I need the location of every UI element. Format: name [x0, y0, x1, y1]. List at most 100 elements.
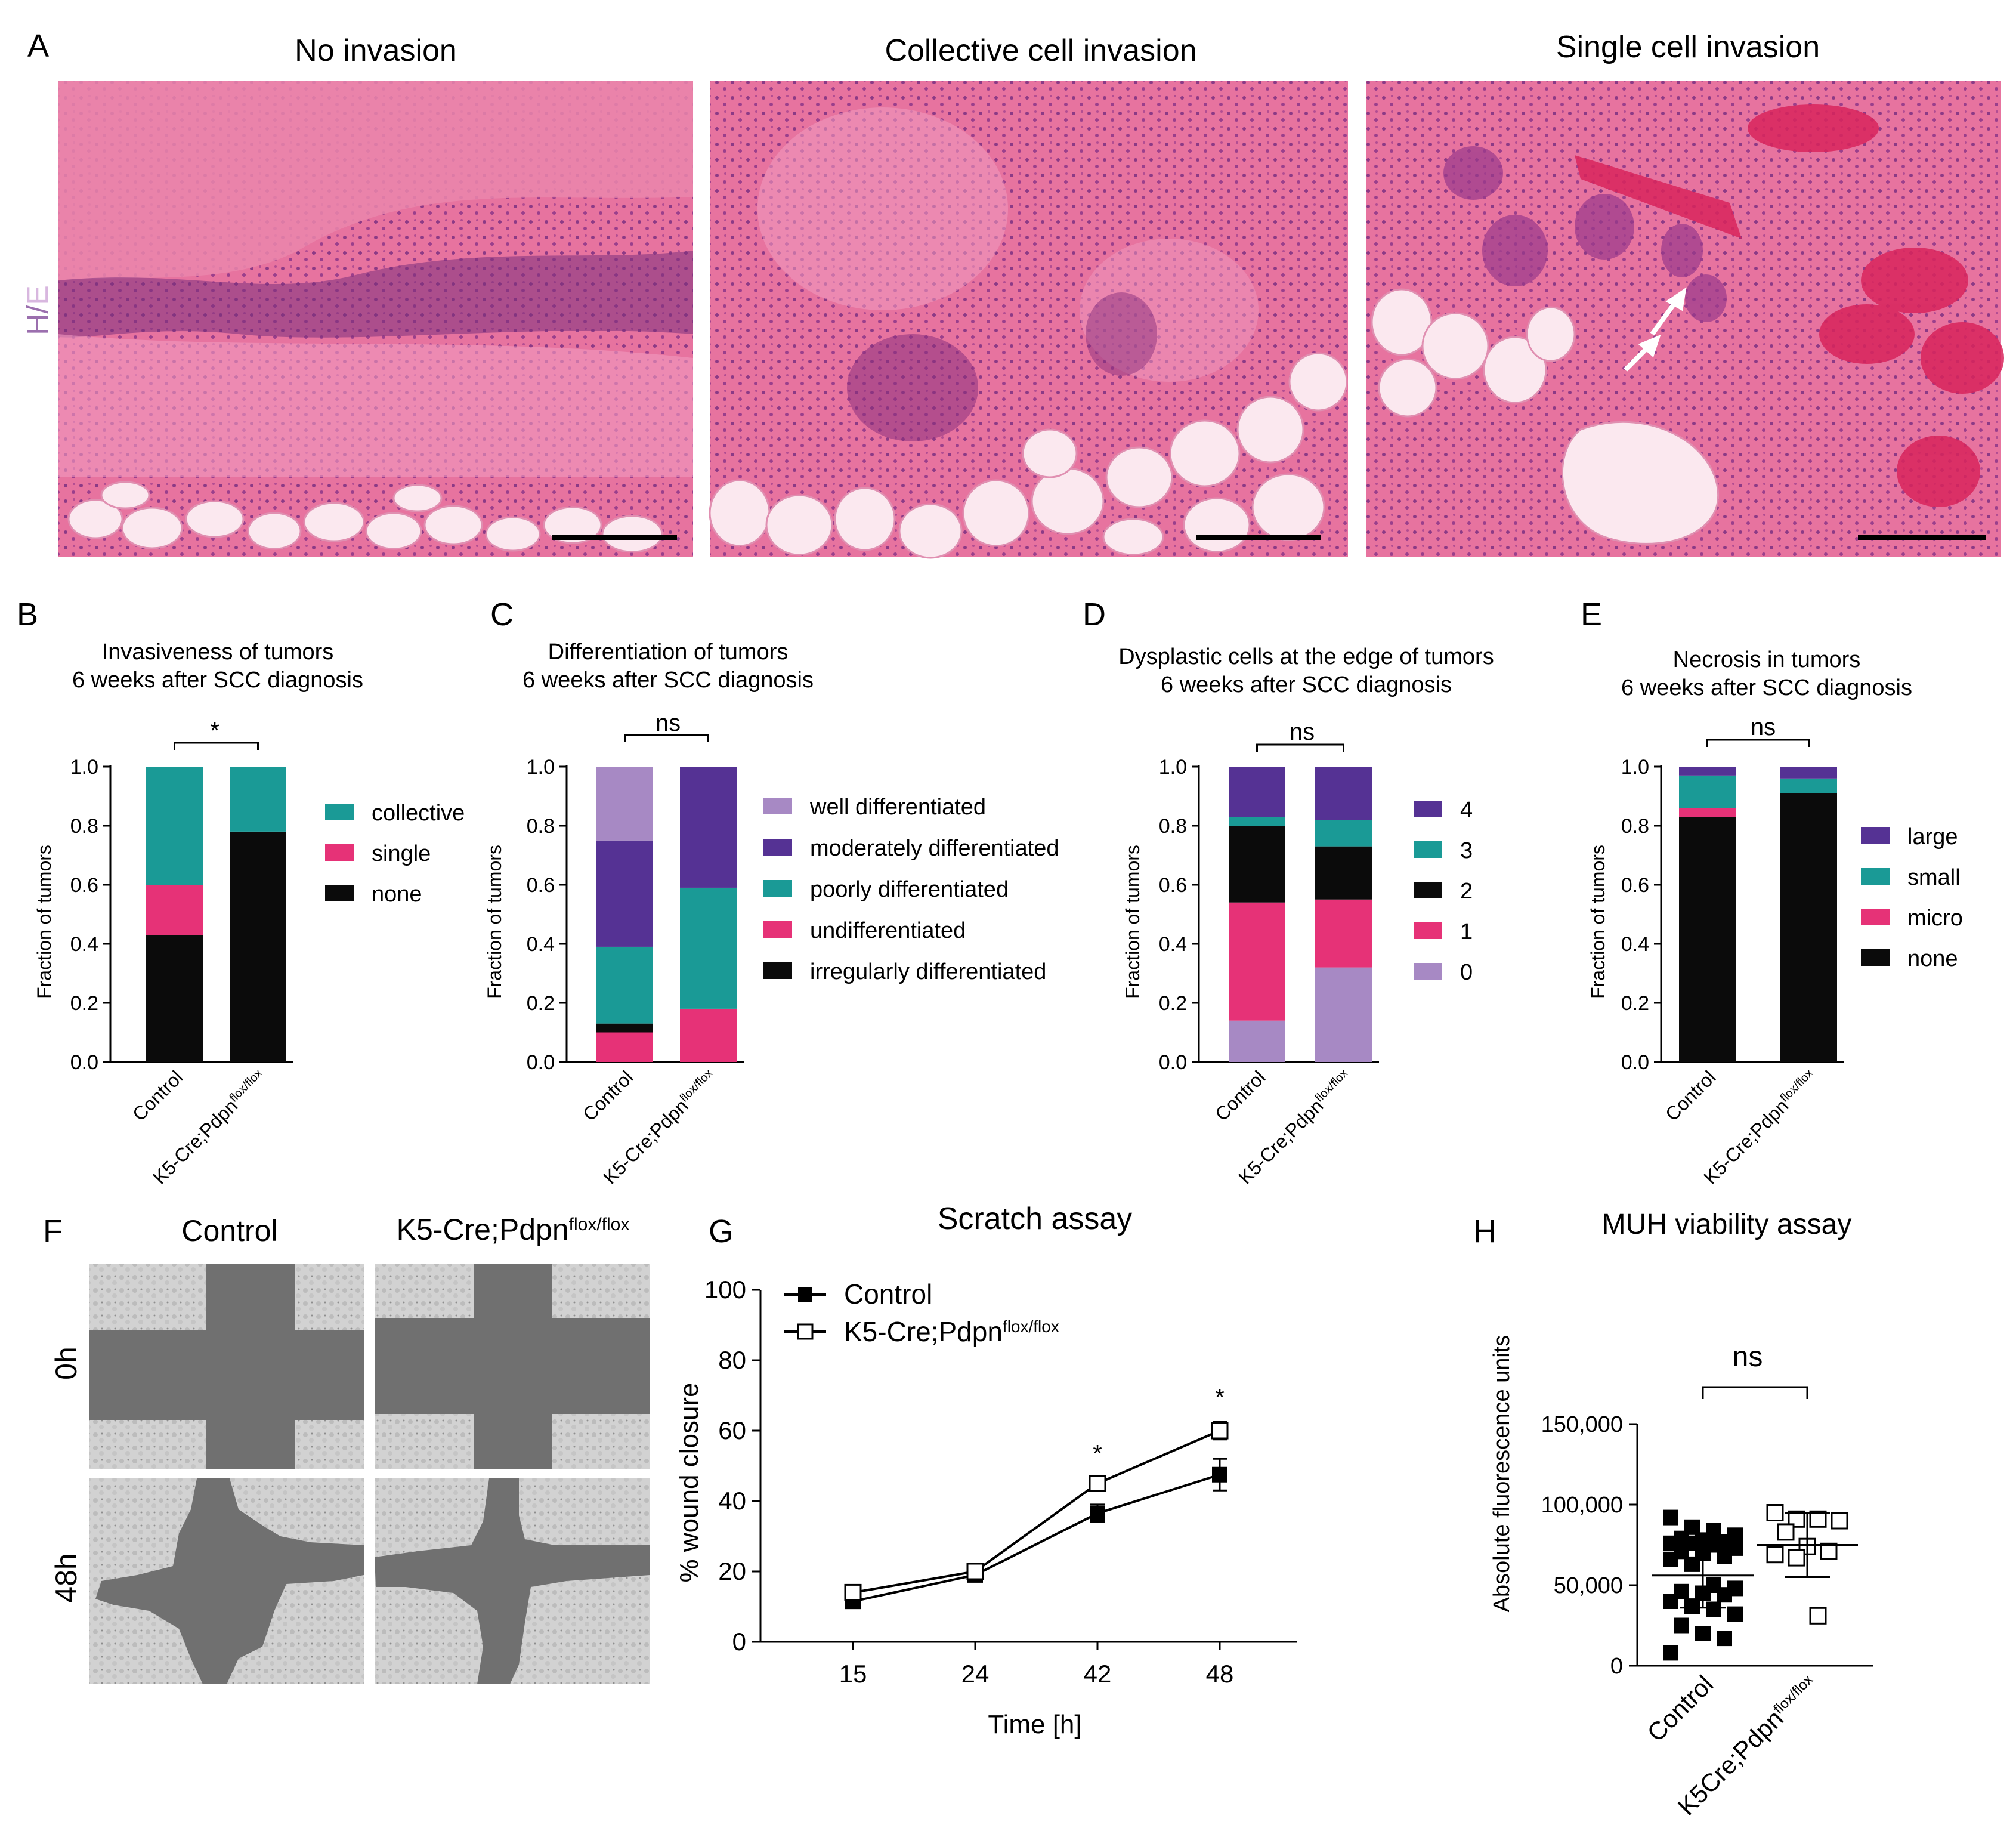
- y-tick-label: 0.6: [1159, 874, 1187, 897]
- y-tick-label: 0.4: [1621, 933, 1649, 956]
- bar-segment: [1315, 846, 1372, 900]
- legend-marker-k5cre: [797, 1323, 814, 1340]
- data-point-k5cre: [1211, 1422, 1229, 1440]
- bar-segment: [230, 831, 286, 1062]
- chart-title-line2: 6 weeks after SCC diagnosis: [1621, 675, 1912, 700]
- y-axis-label: Absolute fluorescence units: [1489, 1335, 1514, 1613]
- y-axis-label: Fraction of tumors: [1122, 845, 1143, 999]
- legend-label: small: [1907, 865, 1961, 890]
- image-title-single: Single cell invasion: [1556, 30, 1820, 64]
- data-point-control: [1727, 1606, 1743, 1622]
- chart-title-line2: 6 weeks after SCC diagnosis: [1161, 672, 1452, 697]
- bar-segment: [596, 840, 653, 947]
- y-tick-label: 0.4: [527, 933, 555, 956]
- legend-swatch: [763, 921, 792, 938]
- y-tick-label: 80: [718, 1346, 746, 1374]
- y-axis-label: Fraction of tumors: [1587, 845, 1609, 999]
- y-tick-label: 150,000: [1541, 1412, 1623, 1437]
- series-line-control: [852, 1473, 1220, 1603]
- chart-title-line2: 6 weeks after SCC diagnosis: [522, 668, 814, 693]
- bar-segment: [1229, 1020, 1285, 1062]
- legend-label-control: Control: [844, 1279, 932, 1310]
- x-tick-label: Control: [1661, 1066, 1720, 1125]
- data-point-k5cre: [1820, 1542, 1838, 1560]
- chart-title: Scratch assay: [938, 1202, 1133, 1236]
- panel-letter: H: [1473, 1213, 1496, 1249]
- legend-swatch: [1861, 868, 1890, 885]
- legend-swatch: [1414, 922, 1442, 939]
- data-point-control: [1717, 1631, 1732, 1647]
- legend-swatch: [763, 962, 792, 979]
- data-point-k5cre: [1831, 1512, 1848, 1530]
- significance-star: *: [1215, 1384, 1225, 1410]
- significance-bracket: [1706, 739, 1810, 747]
- data-point-k5cre: [1766, 1546, 1784, 1564]
- bar-segment: [230, 767, 286, 832]
- bar-segment: [1780, 767, 1837, 779]
- legend-swatch: [325, 804, 354, 820]
- panel-letter: E: [1581, 597, 1602, 632]
- y-tick-label: 0: [732, 1628, 746, 1656]
- data-point-control: [1663, 1645, 1678, 1661]
- legend-swatch: [1861, 909, 1890, 925]
- y-tick-label: 0.6: [70, 874, 98, 897]
- panel-a-letter: A: [27, 28, 49, 64]
- y-tick-label: 100: [704, 1276, 746, 1304]
- chart-title-line2: 6 weeks after SCC diagnosis: [72, 668, 363, 693]
- legend-label: none: [372, 882, 422, 907]
- panel-letter: B: [17, 597, 38, 632]
- he-image-single-invasion: [1366, 81, 2004, 557]
- legend-swatch: [763, 798, 792, 814]
- x-tick-label: Control: [1211, 1066, 1269, 1125]
- y-tick-label: 0.4: [70, 933, 98, 956]
- y-axis-label: Fraction of tumors: [484, 845, 505, 999]
- bar-segment: [1315, 767, 1372, 820]
- legend-swatch: [1414, 963, 1442, 980]
- stain-label: H/E: [21, 285, 54, 335]
- chart-title-line1: Necrosis in tumors: [1673, 647, 1861, 672]
- y-tick-label: 0.0: [527, 1051, 555, 1074]
- significance-bracket: [174, 742, 259, 750]
- bar-segment: [1679, 767, 1736, 776]
- y-tick-label: 0.0: [70, 1051, 98, 1074]
- legend-swatch: [1414, 882, 1442, 898]
- bar-segment: [1679, 817, 1736, 1062]
- stain-label-e: E: [21, 285, 54, 305]
- y-tick-label: 1.0: [1159, 756, 1187, 779]
- y-tick-label: 40: [718, 1487, 746, 1515]
- legend-label: well differentiated: [809, 795, 986, 820]
- bar-segment: [1780, 793, 1837, 1062]
- y-tick-label: 1.0: [1621, 756, 1649, 779]
- column-title-k5cre: K5-Cre;Pdpnflox/flox: [397, 1213, 630, 1246]
- series-line-k5cre: [852, 1429, 1220, 1594]
- legend-label: 4: [1460, 798, 1473, 823]
- bar-segment: [146, 935, 203, 1062]
- chart-title-line1: Dysplastic cells at the edge of tumors: [1118, 644, 1494, 669]
- scratch-image-k5cre-0h: [375, 1264, 650, 1469]
- panel-letter: F: [43, 1213, 63, 1249]
- legend-label: 3: [1460, 838, 1473, 863]
- legend-swatch: [325, 885, 354, 901]
- legend-label: large: [1907, 825, 1958, 850]
- legend-label: moderately differentiated: [810, 836, 1059, 861]
- y-tick-label: 0.2: [527, 992, 555, 1015]
- legend-label: 2: [1460, 879, 1473, 904]
- y-tick-label: 0.0: [1159, 1051, 1187, 1074]
- data-point-control: [1090, 1505, 1105, 1521]
- legend-label: poorly differentiated: [810, 877, 1009, 902]
- significance-star: *: [1093, 1441, 1102, 1467]
- data-point-control: [1695, 1626, 1711, 1641]
- panel-f: F Control K5-Cre;Pdpnflox/flox 0h 48h: [43, 1213, 650, 1684]
- y-tick-label: 0.8: [527, 815, 555, 838]
- image-title-no-invasion: No invasion: [295, 33, 457, 68]
- y-tick-label: 100,000: [1541, 1493, 1623, 1518]
- row-label-48h: 48h: [50, 1553, 83, 1602]
- bar-segment: [1229, 826, 1285, 903]
- data-point-k5cre: [1809, 1510, 1827, 1528]
- row-label-0h: 0h: [50, 1347, 83, 1380]
- panel-a: A No invasion Collective cell invasion S…: [21, 28, 2004, 559]
- data-point-k5cre: [1809, 1607, 1827, 1625]
- legend-label: 0: [1460, 960, 1473, 985]
- data-point-control: [1663, 1509, 1678, 1526]
- y-tick-label: 50,000: [1554, 1573, 1623, 1598]
